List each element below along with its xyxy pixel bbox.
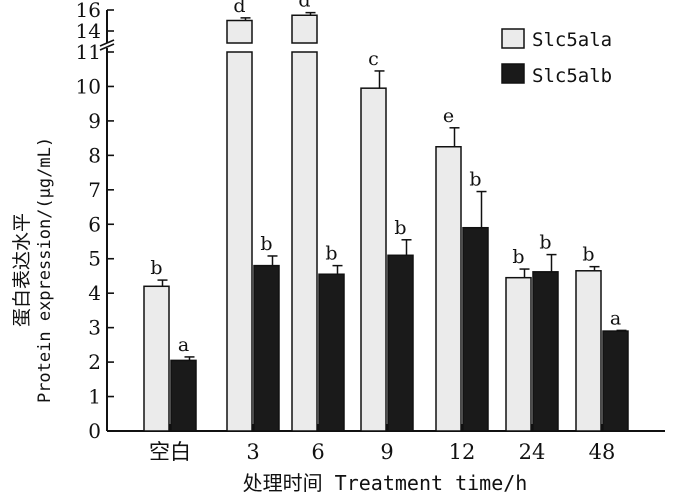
sig-letter: b <box>394 217 406 239</box>
y-tick-label: 16 <box>76 0 101 22</box>
bar-Slc5ala-2 <box>291 51 318 432</box>
bar-Slc5ala-5 <box>505 276 532 432</box>
bar-Slc5ala-1 <box>226 51 253 432</box>
sig-letter: d <box>233 0 245 17</box>
sig-letter: b <box>150 257 162 279</box>
bar-Slc5ala-3 <box>360 87 387 432</box>
bar-Slc5alb-1 <box>253 264 280 432</box>
bar-upper-Slc5ala-1 <box>226 19 253 44</box>
legend: Slc5ala Slc5alb <box>501 28 612 87</box>
bar-Slc5ala-6 <box>575 270 602 432</box>
legend-label-slc5alb: Slc5alb <box>532 65 612 87</box>
sig-letter: b <box>539 232 551 254</box>
legend-swatch-slc5alb <box>501 63 525 84</box>
sig-letter: d <box>298 0 310 12</box>
bar-Slc5alb-3 <box>387 254 414 432</box>
y-tick-label: 4 <box>88 281 101 305</box>
y-axis-title-en: Protein expression/(μg/mL) <box>35 137 55 403</box>
bar-upper-Slc5ala-2 <box>291 14 318 44</box>
bar-Slc5alb-5 <box>532 271 559 432</box>
sig-letter: b <box>469 169 481 191</box>
bar-Slc5alb-6 <box>602 330 629 432</box>
bar-Slc5alb-2 <box>318 273 345 432</box>
x-tick-label: 12 <box>449 440 476 464</box>
x-tick-label: 24 <box>519 440 546 464</box>
y-tick-label: 7 <box>88 178 101 202</box>
y-tick-label: 11 <box>76 40 101 64</box>
x-tick-label: 3 <box>246 440 259 464</box>
sig-letter: a <box>610 307 621 329</box>
x-tick-label: 空白 <box>149 440 191 464</box>
bar-Slc5alb-4 <box>462 226 489 432</box>
y-tick-label: 1 <box>88 385 101 409</box>
bar-Slc5ala-0 <box>143 285 170 432</box>
x-tick-label: 9 <box>380 440 393 464</box>
y-tick-label: 10 <box>76 74 101 98</box>
bar-Slc5ala-4 <box>435 146 462 432</box>
y-tick-label: 14 <box>76 19 101 43</box>
y-tick-label: 2 <box>88 350 101 374</box>
x-tick-label: 6 <box>311 440 324 464</box>
sig-letter: b <box>260 233 272 255</box>
sig-letter: a <box>178 334 189 356</box>
sig-letter: e <box>443 105 454 127</box>
y-tick-label: 6 <box>88 212 101 236</box>
sig-letter: b <box>512 246 524 268</box>
bars <box>143 11 629 432</box>
bar-Slc5alb-0 <box>170 359 197 432</box>
y-axis-title-cn: 蛋白表达水平 <box>11 213 33 327</box>
x-axis-title: 处理时间 Treatment time/h <box>243 471 528 495</box>
y-tick-label: 5 <box>88 247 101 271</box>
sig-letter: b <box>325 243 337 265</box>
y-tick-label: 9 <box>88 109 101 133</box>
y-tick-label: 8 <box>88 143 101 167</box>
legend-swatch-slc5ala <box>501 28 525 49</box>
x-tick-label: 48 <box>589 440 616 464</box>
sig-letter: c <box>368 48 379 70</box>
y-tick-label: 0 <box>88 419 101 443</box>
axis-break-mark <box>99 39 115 47</box>
legend-label-slc5ala: Slc5ala <box>532 29 612 51</box>
y-tick-label: 3 <box>88 316 101 340</box>
axis-break-mark <box>99 43 115 51</box>
sig-letter: b <box>582 244 594 266</box>
